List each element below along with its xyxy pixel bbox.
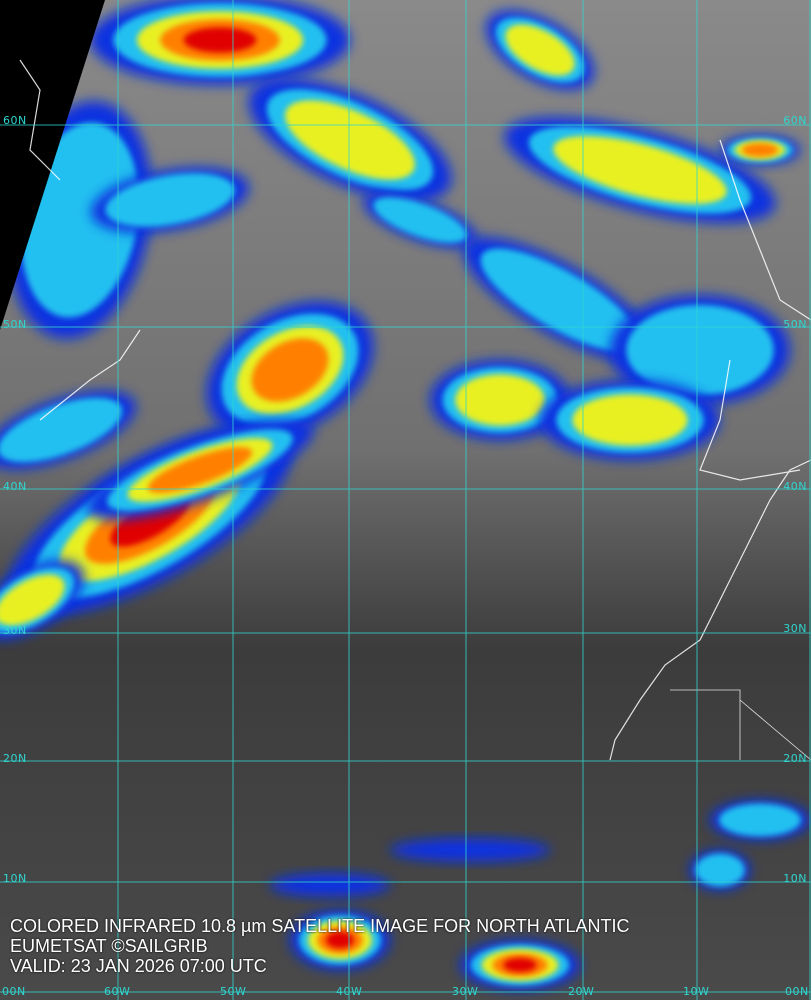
cloud-top xyxy=(695,853,745,887)
cloud-top xyxy=(270,873,390,897)
lon-label: 30W xyxy=(452,985,479,998)
lon-label: 00N xyxy=(2,985,26,998)
caption-title: COLORED INFRARED 10.8 µm SATELLITE IMAGE… xyxy=(10,916,630,936)
lon-label: 20W xyxy=(568,985,595,998)
cloud-top xyxy=(147,447,253,493)
lat-label-left: 20N xyxy=(3,752,27,765)
cloud-top xyxy=(0,397,123,463)
lon-label: 10W xyxy=(683,985,710,998)
cloud-top xyxy=(251,338,329,402)
europe-coastline xyxy=(719,139,811,321)
caption-valid-time: VALID: 23 JAN 2026 07:00 UTC xyxy=(10,956,267,976)
cloud-top xyxy=(572,394,688,446)
lat-label-left: 50N xyxy=(3,318,27,331)
cloud-top xyxy=(503,958,537,972)
lat-label-right: 20N xyxy=(783,752,807,765)
lat-label-right: 40N xyxy=(783,480,807,493)
lat-label-right: 10N xyxy=(783,872,807,885)
no-data-region xyxy=(0,0,105,330)
cloud-top xyxy=(326,931,354,949)
cloud-top xyxy=(553,136,727,204)
caption-source: EUMETSAT ©SAILGRIB xyxy=(10,936,208,956)
cloud-top xyxy=(480,248,640,352)
lon-label: 00N xyxy=(785,985,809,998)
africa-coastline xyxy=(609,459,811,761)
lat-label-right: 60N xyxy=(783,114,807,127)
lat-label-left: 30N xyxy=(3,624,27,637)
cloud-top xyxy=(455,374,545,426)
lon-label: 60W xyxy=(104,985,131,998)
lat-label-left: 60N xyxy=(3,114,27,127)
cloud-top xyxy=(105,173,235,227)
border-lines xyxy=(670,689,811,761)
lat-label-right: 50N xyxy=(783,318,807,331)
iberia-coastline xyxy=(699,359,801,481)
cloud-top xyxy=(373,197,467,243)
cloud-top xyxy=(741,143,779,157)
cloud-top xyxy=(390,838,550,862)
lat-label-left: 40N xyxy=(3,480,27,493)
lat-label-left: 10N xyxy=(3,872,27,885)
lon-label: 50W xyxy=(220,985,247,998)
cloud-top xyxy=(719,803,801,837)
na-coastline xyxy=(39,329,141,421)
cloud-top xyxy=(0,574,65,626)
cloud-top xyxy=(183,27,257,53)
lat-label-right: 30N xyxy=(783,622,807,635)
lon-label: 40W xyxy=(336,985,363,998)
image-caption: COLORED INFRARED 10.8 µm SATELLITE IMAGE… xyxy=(10,916,629,976)
cloud-top xyxy=(285,100,415,180)
labrador-coastline xyxy=(19,59,61,181)
cloud-top xyxy=(505,24,575,76)
